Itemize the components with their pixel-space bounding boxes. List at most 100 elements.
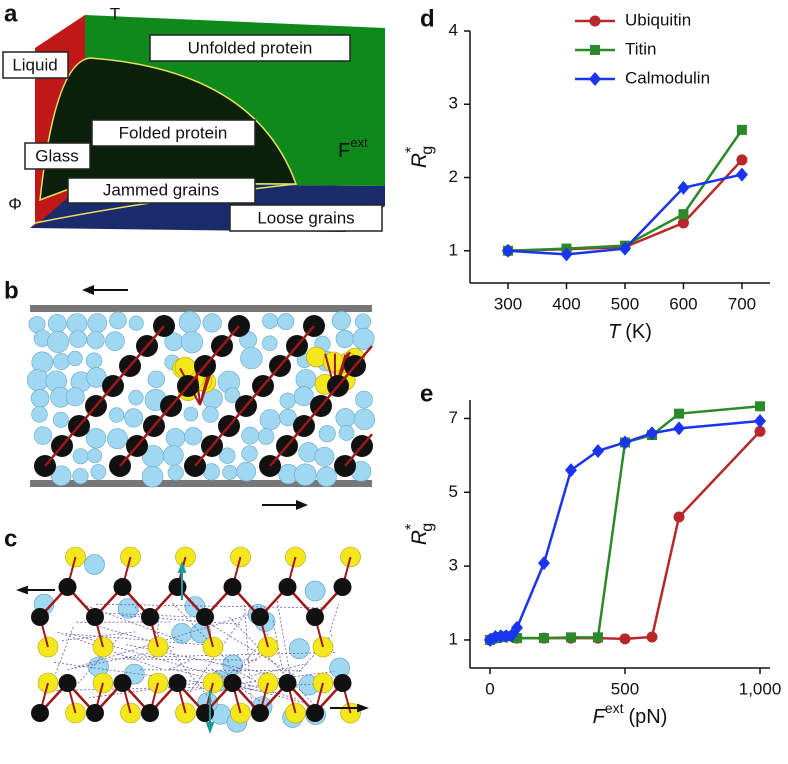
axis-symbol: R bbox=[408, 530, 431, 545]
particle bbox=[219, 447, 236, 464]
particle bbox=[90, 464, 107, 480]
particle bbox=[141, 465, 164, 488]
particle bbox=[294, 463, 317, 486]
particle bbox=[33, 426, 53, 445]
x-tick-label: 600 bbox=[669, 294, 697, 313]
y-tick-label: 2 bbox=[449, 167, 458, 186]
label-box bbox=[91, 119, 256, 147]
x-tick-label: 1,000 bbox=[739, 679, 782, 698]
arrowhead bbox=[82, 285, 94, 295]
particle bbox=[202, 406, 219, 423]
y-tick-label: 3 bbox=[449, 94, 458, 113]
marker bbox=[560, 247, 573, 262]
arrowhead bbox=[177, 561, 187, 573]
contact bbox=[169, 659, 192, 671]
particle bbox=[241, 426, 260, 445]
marker bbox=[754, 414, 767, 429]
marker bbox=[538, 633, 549, 644]
particle bbox=[278, 578, 297, 596]
particle bbox=[295, 368, 317, 390]
marker bbox=[564, 463, 577, 478]
axis-unit: (K) bbox=[625, 321, 652, 343]
particle bbox=[117, 598, 139, 619]
particles bbox=[26, 311, 376, 488]
particle bbox=[333, 578, 352, 596]
region-label: Unfolded protein bbox=[188, 38, 313, 57]
marker bbox=[591, 443, 604, 458]
particle bbox=[113, 674, 132, 692]
particle bbox=[196, 608, 214, 626]
marker bbox=[619, 633, 631, 645]
x-tick-label: 500 bbox=[611, 294, 639, 313]
panel-label: e bbox=[420, 380, 433, 407]
particle bbox=[236, 461, 257, 482]
particle bbox=[141, 704, 159, 722]
marker bbox=[589, 72, 601, 86]
wall bbox=[30, 305, 372, 312]
particle bbox=[58, 578, 77, 596]
particle bbox=[306, 608, 324, 626]
particle bbox=[352, 327, 375, 350]
marker bbox=[673, 421, 686, 436]
particle bbox=[109, 311, 127, 330]
series-line bbox=[507, 159, 743, 253]
axis-label: Φ bbox=[8, 194, 22, 213]
chart: 300 400 500 600 700 1 2 3 4 T (K) R*g Ubiquitin Titin… bbox=[403, 10, 770, 343]
contact bbox=[209, 623, 294, 676]
contact bbox=[111, 658, 258, 661]
force-chain bbox=[194, 325, 315, 467]
marker bbox=[735, 167, 748, 182]
marker bbox=[754, 425, 766, 437]
force-chain bbox=[269, 345, 373, 467]
contact bbox=[211, 668, 264, 704]
y-tick-label: 7 bbox=[449, 408, 458, 427]
particle bbox=[162, 445, 184, 466]
particle bbox=[65, 387, 85, 407]
axis-sup: * bbox=[403, 524, 420, 530]
y-axis-label: R*g bbox=[403, 146, 436, 168]
arrowhead bbox=[357, 703, 369, 713]
particle bbox=[304, 580, 326, 602]
contact bbox=[94, 603, 327, 609]
x-axis-label: T (K) bbox=[608, 321, 652, 343]
marker bbox=[736, 124, 747, 135]
particle bbox=[335, 408, 356, 428]
marker bbox=[590, 45, 600, 55]
particle bbox=[86, 331, 105, 350]
region-label: Loose grains bbox=[257, 208, 354, 227]
particle bbox=[257, 428, 275, 445]
y-tick-label: 4 bbox=[449, 20, 458, 39]
marker bbox=[678, 209, 689, 220]
marker bbox=[618, 241, 631, 256]
particle bbox=[84, 554, 105, 575]
wall bbox=[30, 480, 372, 487]
granular-diagram bbox=[26, 285, 376, 510]
particle bbox=[174, 356, 196, 378]
y-tick-label: 1 bbox=[449, 629, 458, 648]
x-tick-label: 700 bbox=[728, 294, 756, 313]
particle bbox=[355, 390, 373, 409]
particle bbox=[338, 425, 355, 441]
particle bbox=[47, 313, 67, 333]
particle bbox=[47, 330, 70, 353]
particle bbox=[53, 353, 70, 370]
marker bbox=[755, 401, 766, 412]
region-label: Folded protein bbox=[119, 123, 228, 142]
chart: 0 500 1,000 1 3 5 7 Fext (pN) R*g bbox=[403, 400, 781, 728]
marker bbox=[677, 217, 689, 229]
x-tick-label: 400 bbox=[552, 294, 580, 313]
particle bbox=[318, 425, 336, 443]
particle bbox=[69, 330, 88, 348]
particle bbox=[67, 350, 83, 367]
particle bbox=[251, 704, 269, 722]
axis-sub: g bbox=[419, 523, 436, 532]
marker bbox=[646, 631, 658, 643]
series-line bbox=[489, 430, 761, 642]
particle bbox=[241, 445, 258, 462]
particle bbox=[86, 608, 104, 626]
legend-label: Ubiquitin bbox=[625, 10, 691, 29]
particle bbox=[86, 704, 104, 722]
marker bbox=[505, 628, 518, 643]
contact bbox=[86, 605, 183, 642]
